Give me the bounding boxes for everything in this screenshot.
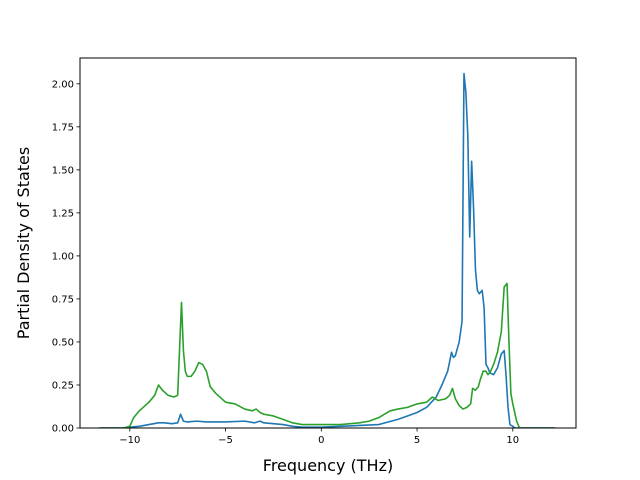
- y-tick-label: 1.75: [52, 122, 74, 133]
- series-layer: [99, 72, 555, 428]
- series-line-2: [99, 282, 555, 428]
- x-axis-ticks: −10 −5 0 5 10: [119, 428, 519, 446]
- y-tick-label: 0.75: [52, 294, 74, 305]
- x-tick-label: 0: [318, 435, 324, 446]
- plot-frame: [79, 57, 577, 429]
- y-tick-label: 1.00: [52, 251, 74, 262]
- series-line-1: [99, 72, 555, 428]
- y-tick-label: 0.25: [52, 380, 74, 391]
- x-tick-label: −5: [218, 435, 233, 446]
- y-tick-label: 2.00: [52, 79, 74, 90]
- x-tick-label: −10: [119, 435, 140, 446]
- y-tick-label: 1.50: [52, 165, 74, 176]
- y-axis-label: Partial Density of States: [14, 147, 33, 339]
- y-tick-label: 0.50: [52, 337, 74, 348]
- y-tick-label: 0.00: [52, 424, 74, 435]
- x-tick-label: 5: [414, 435, 420, 446]
- y-axis-ticks: 0.00 0.25 0.50 0.75 1.00 1.25 1.50 1.75 2.00: [52, 79, 80, 435]
- y-tick-label: 1.25: [52, 208, 74, 219]
- x-tick-label: 10: [506, 435, 519, 446]
- x-axis-label: Frequency (THz): [263, 456, 393, 475]
